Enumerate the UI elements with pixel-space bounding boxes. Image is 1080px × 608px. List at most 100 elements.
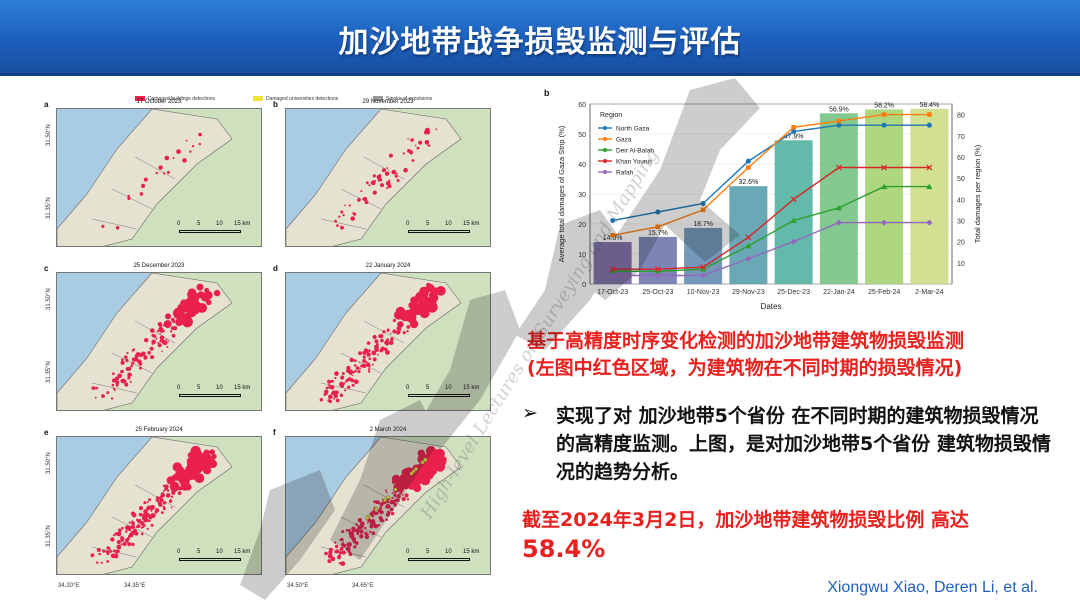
damage-point (131, 361, 135, 365)
damage-point (135, 354, 138, 357)
damage-point (120, 535, 123, 539)
damage-point (158, 165, 163, 170)
bullet-text: 实现了对 加沙地带5个省份 在不同时期的建筑物损毁情况 的高精度监测。上图，是对… (556, 405, 1051, 483)
damage-point (165, 313, 171, 320)
damage-point (120, 543, 123, 546)
damage-point (377, 523, 380, 527)
y2-tick-label: 60 (957, 155, 965, 162)
conclusion: 截至2024年3月2日，加沙地带建筑物损毁比例 高达 58.4% (522, 505, 1062, 563)
series-point (927, 112, 932, 117)
damage-point (139, 192, 144, 196)
damage-point (156, 499, 159, 502)
damage-point (388, 153, 393, 158)
damage-point (156, 496, 159, 499)
damage-point (186, 471, 193, 478)
damage-point (209, 449, 215, 455)
conclusion-value: 58.4% (522, 535, 606, 563)
damage-bar (774, 140, 813, 284)
legend-marker (603, 159, 607, 163)
scale-label: 0 (177, 221, 181, 227)
damage-point (113, 534, 116, 537)
scale-label: 10 (445, 385, 452, 391)
damage-point (401, 496, 406, 502)
damage-point (344, 204, 346, 207)
damage-point (399, 474, 408, 483)
damage-point (365, 361, 368, 364)
damage-point (406, 325, 411, 329)
scale-label: 15 km (234, 385, 251, 391)
x-axis-label: Dates (761, 302, 782, 311)
damage-point (364, 531, 368, 536)
damage-point (355, 523, 359, 526)
damage-point (159, 335, 165, 341)
damage-point (163, 320, 172, 329)
damage-point (116, 544, 122, 550)
damage-point (95, 386, 98, 390)
series-point (610, 217, 616, 223)
damage-point (112, 549, 115, 552)
damage-point (330, 379, 334, 383)
damage-point (327, 559, 332, 564)
damage-point (109, 549, 113, 553)
scale-label: 0 (406, 221, 410, 227)
damage-point (393, 503, 397, 507)
damage-point (330, 556, 336, 562)
damage-point (155, 171, 158, 175)
damage-point (393, 500, 396, 502)
damage-point (213, 289, 221, 297)
scale-label: 10 (216, 221, 223, 227)
region-border (340, 352, 382, 374)
damage-point (360, 523, 364, 528)
damage-point (372, 357, 377, 362)
damage-point (351, 383, 355, 387)
damage-point (334, 219, 337, 223)
damage-point (319, 398, 323, 402)
damage-point (408, 484, 412, 488)
damage-point (335, 550, 338, 553)
damage-point (143, 355, 148, 360)
scale-label: 10 (445, 549, 452, 555)
damage-point (137, 519, 142, 524)
damage-point (392, 318, 396, 323)
damage-point (334, 544, 339, 549)
damage-point (430, 293, 436, 299)
damage-point (381, 511, 384, 514)
panel-letter: d (273, 264, 278, 273)
panel-letter: f (273, 428, 276, 437)
y-tick-label: 10 (578, 252, 586, 259)
series-point (700, 272, 707, 279)
damage-point (146, 527, 149, 530)
damage-point (165, 338, 168, 341)
damage-point (365, 363, 369, 367)
damage-point (339, 547, 344, 551)
damage-point (129, 380, 132, 383)
damage-point (329, 385, 331, 388)
damage-point (348, 204, 351, 207)
damage-point (171, 333, 176, 338)
damage-bar (910, 108, 949, 284)
sea-area (286, 109, 381, 229)
series-point (745, 255, 752, 262)
damage-point (148, 498, 151, 502)
damage-point (391, 169, 397, 175)
damage-point (177, 491, 182, 495)
university-point (423, 457, 428, 462)
damage-point (378, 174, 382, 177)
damage-point (150, 509, 153, 512)
damage-point (202, 461, 212, 470)
damage-point (400, 312, 410, 322)
damage-point (185, 139, 188, 142)
damage-point (163, 489, 166, 492)
damage-point (339, 381, 344, 387)
damage-point (362, 360, 366, 363)
bar-value-label: 58.4% (919, 102, 939, 109)
damage-point (159, 340, 162, 343)
damage-point (350, 216, 355, 221)
damage-point (372, 334, 377, 340)
damage-point (425, 282, 432, 288)
scale-label: 10 (445, 221, 452, 227)
legend-entry: Gaza (616, 137, 632, 144)
damage-point (114, 549, 119, 554)
bar-value-label: 14.0% (603, 235, 623, 242)
damage-point (110, 537, 115, 542)
